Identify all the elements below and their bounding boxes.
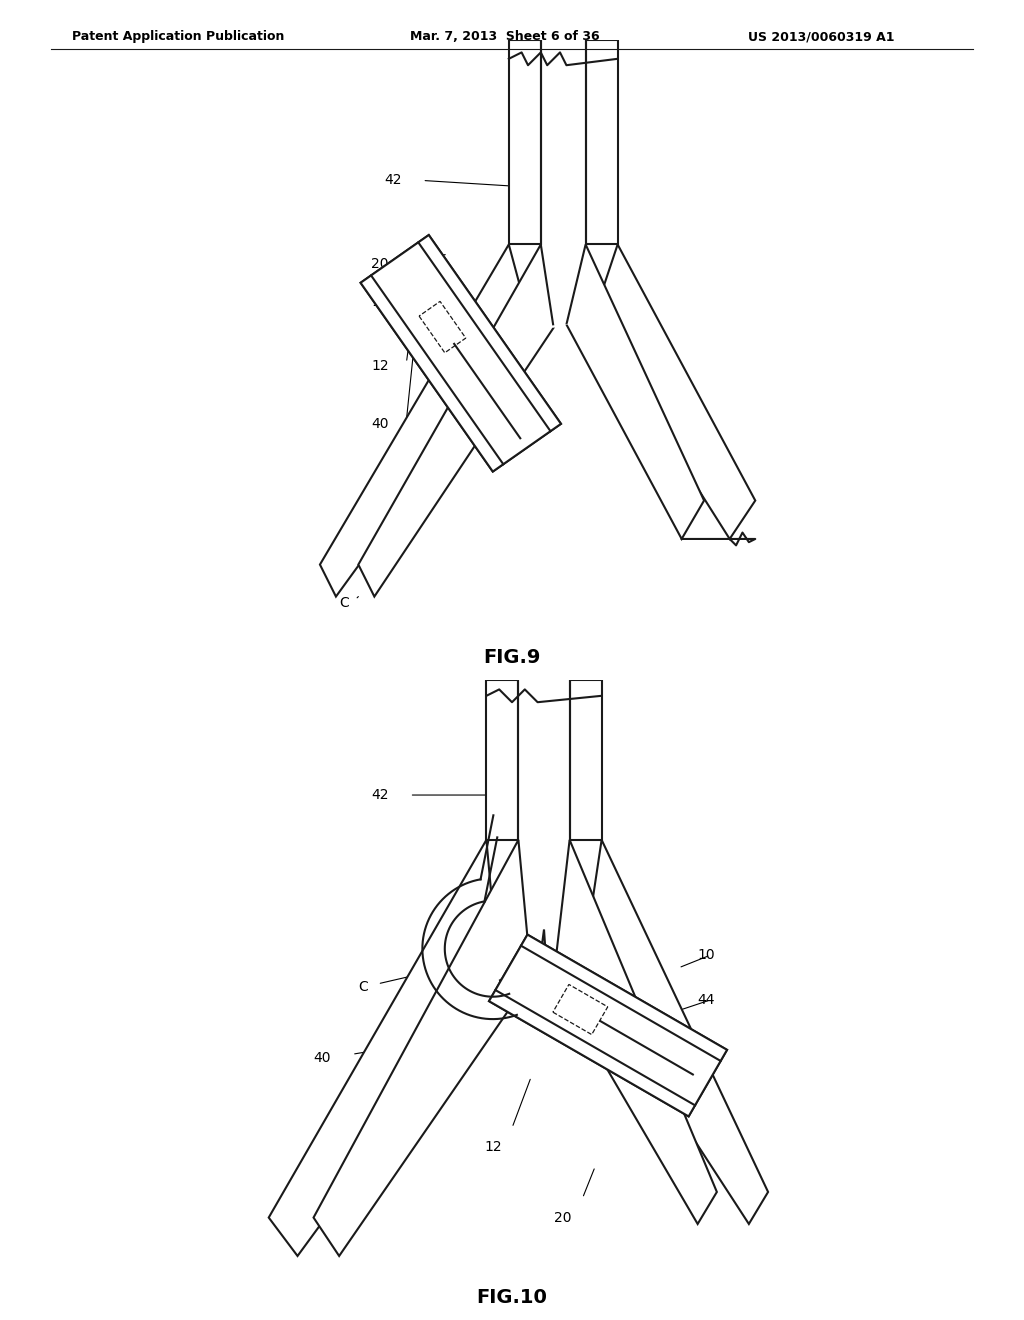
Text: 12: 12 [371,359,389,374]
Polygon shape [566,244,705,539]
Text: 10: 10 [697,948,716,962]
Polygon shape [360,276,503,471]
Polygon shape [268,840,499,1257]
Bar [541,40,586,244]
Text: C: C [339,595,349,610]
Polygon shape [319,244,531,597]
Polygon shape [496,945,721,1105]
Text: 42: 42 [384,173,401,187]
Polygon shape [569,680,602,840]
Polygon shape [489,990,695,1117]
Text: C: C [358,979,368,994]
Text: 40: 40 [371,417,389,430]
Polygon shape [499,968,583,981]
Text: 20: 20 [554,1210,572,1225]
Polygon shape [583,840,768,1224]
Text: 12: 12 [484,1140,502,1154]
Text: 10: 10 [371,296,389,309]
Polygon shape [489,935,727,1117]
Polygon shape [586,40,617,244]
Polygon shape [509,40,541,244]
Text: 20: 20 [371,256,389,271]
Text: 44: 44 [685,474,702,488]
Polygon shape [521,935,727,1061]
Text: 44: 44 [697,993,715,1007]
Text: FIG.9: FIG.9 [483,648,541,667]
Text: Mar. 7, 2013  Sheet 6 of 36: Mar. 7, 2013 Sheet 6 of 36 [410,30,599,44]
Polygon shape [553,985,607,1035]
Text: 42: 42 [371,788,389,803]
Polygon shape [486,680,518,840]
Polygon shape [592,244,756,539]
Text: US 2013/0060319 A1: US 2013/0060319 A1 [748,30,894,44]
Polygon shape [531,321,592,327]
Bar [518,680,569,840]
Text: 40: 40 [313,1051,331,1064]
Text: FIG.10: FIG.10 [476,1288,548,1307]
Polygon shape [360,235,561,471]
Polygon shape [371,243,551,465]
Polygon shape [554,840,717,1224]
Polygon shape [313,840,531,1257]
Polygon shape [358,244,554,597]
Polygon shape [499,929,583,981]
Text: Patent Application Publication: Patent Application Publication [72,30,284,44]
Polygon shape [418,235,561,432]
